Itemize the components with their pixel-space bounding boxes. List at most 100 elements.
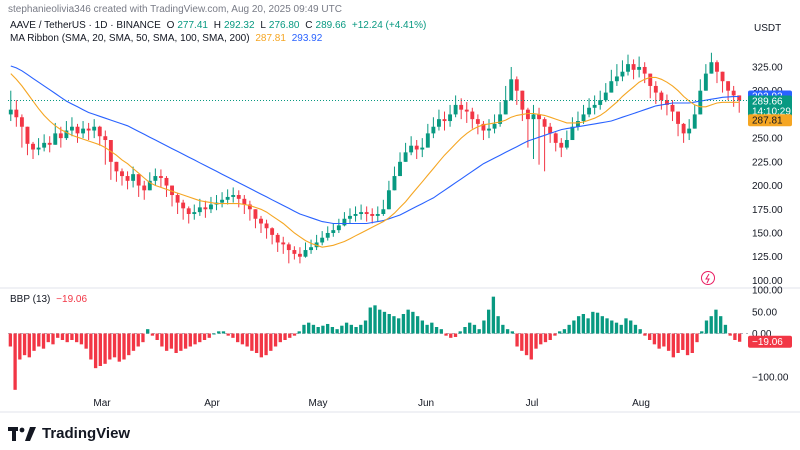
candle-body (681, 123, 686, 134)
bbp-bar (624, 318, 628, 334)
bbp-bar (259, 333, 264, 358)
bbp-bar (198, 333, 202, 343)
candle-body (359, 212, 364, 215)
last-price-tag-bg (748, 95, 792, 118)
sma-orange-price-tag-text: 287.81 (752, 115, 783, 126)
bbp-bar (737, 333, 742, 342)
bbp-tick-label: 100.00 (752, 286, 783, 297)
candle-body (164, 177, 169, 186)
candle-body (670, 104, 675, 112)
candle-body (442, 119, 447, 122)
bbp-bar (32, 333, 36, 351)
bbp-bar (572, 320, 576, 334)
bbp-bar (605, 318, 609, 334)
bbp-bar (681, 333, 685, 350)
bbp-bar (330, 327, 335, 334)
candle-body (531, 114, 536, 120)
candle-body (8, 109, 13, 115)
price-tick-label: 150.00 (752, 228, 783, 239)
bbp-bar (558, 331, 562, 334)
bbp-tick-label: −100.00 (752, 372, 789, 383)
candle-body (587, 107, 592, 115)
candle-body (286, 244, 291, 251)
candle-body (737, 95, 742, 101)
bbp-bar (122, 333, 126, 360)
bbp-bar (316, 327, 320, 334)
bbp-bar (103, 333, 107, 364)
candle-body (375, 214, 380, 216)
bbp-bar (728, 333, 732, 336)
low-value: 276.80 (268, 20, 300, 31)
bbp-bar (591, 311, 595, 334)
candle-body (481, 123, 486, 131)
bbp-bar (93, 333, 98, 369)
bbp-bar (307, 322, 311, 334)
bbp-bar (56, 333, 60, 338)
bbp-bar (188, 333, 192, 347)
bbp-bar (273, 333, 278, 347)
candle-body (414, 145, 419, 150)
bbp-bar (567, 324, 571, 334)
candle-body (509, 79, 514, 101)
bbp-bar (723, 324, 728, 334)
tradingview-logo[interactable]: TradingView (8, 425, 130, 442)
bbp-bar (468, 322, 472, 334)
sma-50-line (10, 65, 740, 225)
candle-body (370, 214, 375, 216)
candle-body (186, 208, 191, 215)
candle-body (731, 90, 736, 96)
candle-body (564, 140, 569, 148)
candle-body (19, 117, 24, 127)
bbp-bar (70, 333, 74, 340)
bbp-bar (46, 333, 50, 343)
time-tick-label: May (309, 398, 328, 409)
bbp-bar (434, 327, 439, 334)
candle-body (47, 142, 52, 145)
bbp-bar (586, 318, 590, 334)
bbp-bar (463, 327, 467, 334)
candle-body (659, 92, 664, 101)
bbp-bar (444, 333, 448, 336)
bbp-bar (704, 320, 709, 334)
bbp-bar (278, 333, 282, 343)
bbp-bar (430, 322, 434, 334)
candle-body (348, 215, 352, 219)
bbp-bar (112, 333, 117, 358)
ma-ribbon-legend[interactable]: MA Ribbon (SMA, 20, SMA, 50, SMA, 100, S… (10, 33, 325, 44)
candle-body (425, 133, 430, 148)
candle-body (325, 232, 330, 238)
candle-body (153, 176, 158, 181)
bbp-bar (65, 333, 69, 343)
bbp-bar (75, 333, 79, 343)
price-tick-label: 225.00 (752, 157, 783, 168)
bbp-bar (207, 333, 211, 338)
bbp-bar (202, 333, 207, 340)
bbp-label: BBP (13) (10, 294, 51, 305)
candle-body (542, 119, 547, 127)
bbp-bar (709, 316, 713, 334)
bbp-bar (240, 333, 245, 345)
candle-body (431, 126, 436, 134)
candle-body (158, 176, 163, 178)
candle-body (726, 81, 731, 91)
bbp-bar (212, 333, 216, 335)
candle-body (703, 73, 708, 91)
candle-body (631, 64, 636, 70)
bbp-bar (98, 333, 102, 366)
candle-body (437, 119, 441, 127)
bbp-bar (108, 333, 112, 360)
bbp-bar (472, 324, 477, 334)
bbp-bar (245, 333, 249, 347)
candle-body (331, 230, 336, 233)
bbp-bar (524, 333, 529, 356)
candle-body (264, 223, 269, 229)
symbol-title[interactable]: AAVE / TetherUS · 1D · BINANCE (10, 20, 161, 31)
bbp-legend[interactable]: BBP (13) −19.06 (10, 294, 90, 305)
candle-body (525, 109, 530, 120)
price-tick-label: 125.00 (752, 252, 783, 263)
bbp-bar (676, 333, 680, 353)
bbp-bar (453, 333, 458, 337)
candle-body (81, 128, 86, 134)
bbp-bar (368, 307, 372, 334)
